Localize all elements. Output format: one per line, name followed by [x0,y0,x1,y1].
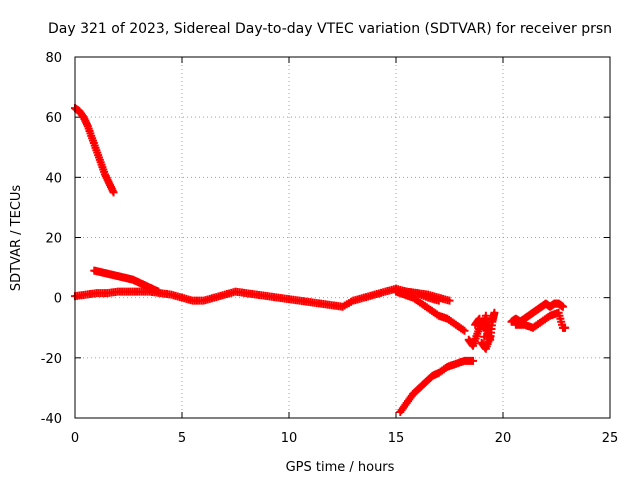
x-tick-label: 0 [71,431,79,446]
y-tick-label: 0 [54,292,62,307]
data-point [445,296,454,305]
data-point [490,308,499,317]
y-tick-label: -20 [41,352,62,367]
data-point [471,320,480,329]
x-tick-label: 10 [281,431,298,446]
data-point [154,287,163,296]
y-tick-label: -40 [41,412,62,427]
data-point [558,302,567,311]
x-tick-label: 25 [602,431,619,446]
x-tick-label: 20 [495,431,512,446]
series-early-descending-arc [71,104,118,197]
x-tick-label: 5 [178,431,186,446]
data-point [469,356,478,365]
x-tick-label: 15 [388,431,405,446]
y-tick-label: 40 [45,171,62,186]
series-plus9-arc [90,266,163,296]
y-tick-label: 20 [45,232,62,247]
ticks-layer: 0 5 10 15 20 25 -40 -20 0 20 40 60 80 [41,51,619,446]
series-post-15h-descending-branch [392,287,469,335]
y-axis-label: SDTVAR / TECUs [9,185,24,292]
y-tick-label: 80 [45,51,62,66]
data-point [109,188,118,197]
grid-layer [75,57,610,418]
points-layer [71,104,570,416]
chart-title: Day 321 of 2023, Sidereal Day-to-day VTE… [48,21,612,37]
series-negative-rising-arc [396,356,478,416]
series-cluster-18-20h [464,308,499,353]
series-segment-20-23h-lower [511,308,570,332]
data-point [460,326,469,335]
series-post-15h-upper-branch [402,287,454,305]
plot-frame [74,56,611,419]
data-point [561,323,570,332]
data-point [487,314,496,323]
data-point [485,320,494,329]
y-tick-label: 60 [45,111,62,126]
x-axis-label: GPS time / hours [286,460,395,475]
